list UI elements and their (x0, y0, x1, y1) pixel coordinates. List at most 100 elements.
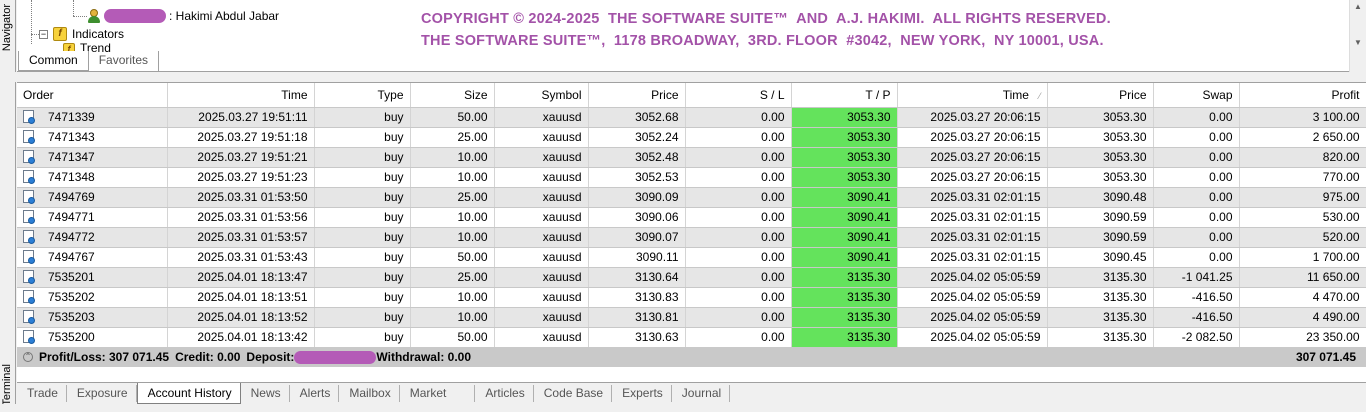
table-row[interactable]: 7494772 2025.03.31 01:53:57 buy 10.00 xauusd… (17, 227, 1366, 248)
table-row[interactable]: 7471339 2025.03.27 19:51:11 buy 50.00 xauusd… (17, 107, 1366, 128)
cell-order: 7535200 (17, 327, 168, 348)
cell-close-time: 2025.04.02 05:05:59 (897, 327, 1048, 348)
cell-open-time: 2025.03.27 19:51:21 (167, 147, 315, 168)
cell-open-price: 3090.11 (588, 247, 686, 268)
order-number: 7471343 (48, 129, 95, 144)
tree-line (73, 0, 74, 16)
cell-order: 7471339 (17, 107, 168, 128)
tab-favorites[interactable]: Favorites (89, 51, 160, 71)
terminal-side-bar[interactable]: Terminal (0, 82, 16, 412)
navigator-side-bar[interactable]: Navigator (0, 0, 16, 72)
table-row[interactable]: 7535200 2025.04.01 18:13:42 buy 50.00 xauusd… (17, 327, 1366, 348)
cell-open-price: 3052.53 (588, 167, 686, 188)
tab-journal[interactable]: Journal (672, 385, 731, 402)
cell-open-time: 2025.04.01 18:13:47 (167, 267, 315, 288)
cell-profit: 11 650.00 (1239, 267, 1366, 288)
panel-splitter[interactable] (0, 73, 1366, 82)
order-number: 7471339 (48, 109, 95, 124)
closed-order-icon (23, 250, 36, 265)
table-row[interactable]: 7494767 2025.03.31 01:53:43 buy 50.00 xauusd… (17, 247, 1366, 268)
tab-experts[interactable]: Experts (612, 385, 672, 402)
order-number: 7535202 (48, 289, 95, 304)
terminal-tabs: Trade Exposure Account History News Alerts Ma… (17, 382, 1366, 404)
cell-close-price: 3135.30 (1047, 267, 1154, 288)
navigator-panel: : Hakimi Abdul Jabar − f Indicators f Tr… (17, 0, 1366, 72)
order-number: 7535203 (48, 309, 95, 324)
col-header-type[interactable]: Type (314, 83, 411, 108)
cell-swap: 0.00 (1153, 127, 1240, 148)
cell-order: 7535203 (17, 307, 168, 328)
cell-open-time: 2025.03.27 19:51:11 (167, 107, 315, 128)
table-row[interactable]: 7471348 2025.03.27 19:51:23 buy 10.00 xauusd… (17, 167, 1366, 188)
cell-open-price: 3090.07 (588, 227, 686, 248)
col-header-tp[interactable]: T / P (791, 83, 898, 108)
cell-open-price: 3130.63 (588, 327, 686, 348)
cell-size: 50.00 (410, 107, 495, 128)
cell-open-price: 3090.06 (588, 207, 686, 228)
tab-exposure[interactable]: Exposure (67, 385, 137, 402)
tab-articles[interactable]: Articles (475, 385, 534, 402)
table-header-row: Order Time Type Size Symbol Price S / L … (17, 83, 1366, 108)
cell-open-price: 3130.83 (588, 287, 686, 308)
tab-account-history[interactable]: Account History (136, 383, 241, 404)
indicators-label: Indicators (72, 27, 125, 41)
col-header-symbol[interactable]: Symbol (494, 83, 589, 108)
cell-symbol: xauusd (494, 107, 589, 128)
tab-trade[interactable]: Trade (17, 385, 67, 402)
tab-market[interactable]: Market (400, 385, 476, 402)
collapse-icon[interactable]: − (39, 28, 48, 39)
cell-close-time: 2025.03.27 20:06:15 (897, 127, 1048, 148)
col-header-close-price[interactable]: Price (1047, 83, 1154, 108)
nav-trend-item[interactable]: f Trend (63, 43, 111, 53)
table-row[interactable]: 7494769 2025.03.31 01:53:50 buy 25.00 xauusd… (17, 187, 1366, 208)
cell-profit: 520.00 (1239, 227, 1366, 248)
col-header-open-time[interactable]: Time (167, 83, 315, 108)
cell-swap: 0.00 (1153, 247, 1240, 268)
col-header-sl[interactable]: S / L (685, 83, 792, 108)
summary-total-profit: 307 071.45 (1295, 350, 1356, 364)
col-header-order[interactable]: Order (17, 83, 168, 108)
col-header-profit[interactable]: Profit (1239, 83, 1366, 108)
order-number: 7494772 (48, 229, 95, 244)
table-row[interactable]: 7471343 2025.03.27 19:51:18 buy 25.00 xauusd… (17, 127, 1366, 148)
cell-swap: 0.00 (1153, 107, 1240, 128)
indicator-folder-icon: f (63, 43, 75, 53)
table-row[interactable]: 7494771 2025.03.31 01:53:56 buy 10.00 xauusd… (17, 207, 1366, 228)
cell-size: 50.00 (410, 327, 495, 348)
cell-open-price: 3130.64 (588, 267, 686, 288)
tab-alerts[interactable]: Alerts (290, 385, 340, 402)
cell-tp: 3090.41 (791, 247, 898, 268)
cell-sl: 0.00 (685, 127, 792, 148)
table-row[interactable]: 7535201 2025.04.01 18:13:47 buy 25.00 xauusd… (17, 267, 1366, 288)
cell-profit: 820.00 (1239, 147, 1366, 168)
tab-mailbox[interactable]: Mailbox (339, 385, 400, 402)
cell-sl: 0.00 (685, 147, 792, 168)
cell-type: buy (314, 207, 411, 228)
col-header-close-time[interactable]: Time ⁄ (897, 83, 1048, 108)
col-header-open-price[interactable]: Price (588, 83, 686, 108)
summary-withdrawal: Withdrawal: 0.00 (376, 350, 472, 364)
table-row[interactable]: 7471347 2025.03.27 19:51:21 buy 10.00 xauusd… (17, 147, 1366, 168)
nav-indicators-item[interactable]: − f Indicators (39, 25, 124, 43)
nav-account-item[interactable]: : Hakimi Abdul Jabar (87, 7, 279, 25)
col-header-size[interactable]: Size (410, 83, 495, 108)
table-row[interactable]: 7535203 2025.04.01 18:13:52 buy 10.00 xauusd… (17, 307, 1366, 328)
copyright-watermark: COPYRIGHT © 2024-2025 THE SOFTWARE SUITE… (421, 8, 1111, 52)
tab-code-base[interactable]: Code Base (534, 385, 613, 402)
summary-collapse-icon[interactable]: ⌃ (23, 352, 33, 362)
table-row[interactable]: 7535202 2025.04.01 18:13:51 buy 10.00 xauusd… (17, 287, 1366, 308)
cell-symbol: xauusd (494, 187, 589, 208)
summary-profit-loss: Profit/Loss: 307 071.45 (39, 350, 170, 364)
cell-close-time: 2025.03.31 02:01:15 (897, 187, 1048, 208)
cell-sl: 0.00 (685, 167, 792, 188)
cell-sl: 0.00 (685, 267, 792, 288)
navigator-scrollbar[interactable]: ▲ ▼ (1349, 0, 1366, 72)
cell-profit: 975.00 (1239, 187, 1366, 208)
cell-swap: 0.00 (1153, 207, 1240, 228)
tab-news[interactable]: News (241, 385, 290, 402)
cell-tp: 3135.30 (791, 287, 898, 308)
col-header-swap[interactable]: Swap (1153, 83, 1240, 108)
tab-common[interactable]: Common (18, 51, 89, 71)
scroll-down-icon[interactable]: ▼ (1354, 38, 1362, 47)
scroll-up-icon[interactable]: ▲ (1354, 2, 1362, 11)
